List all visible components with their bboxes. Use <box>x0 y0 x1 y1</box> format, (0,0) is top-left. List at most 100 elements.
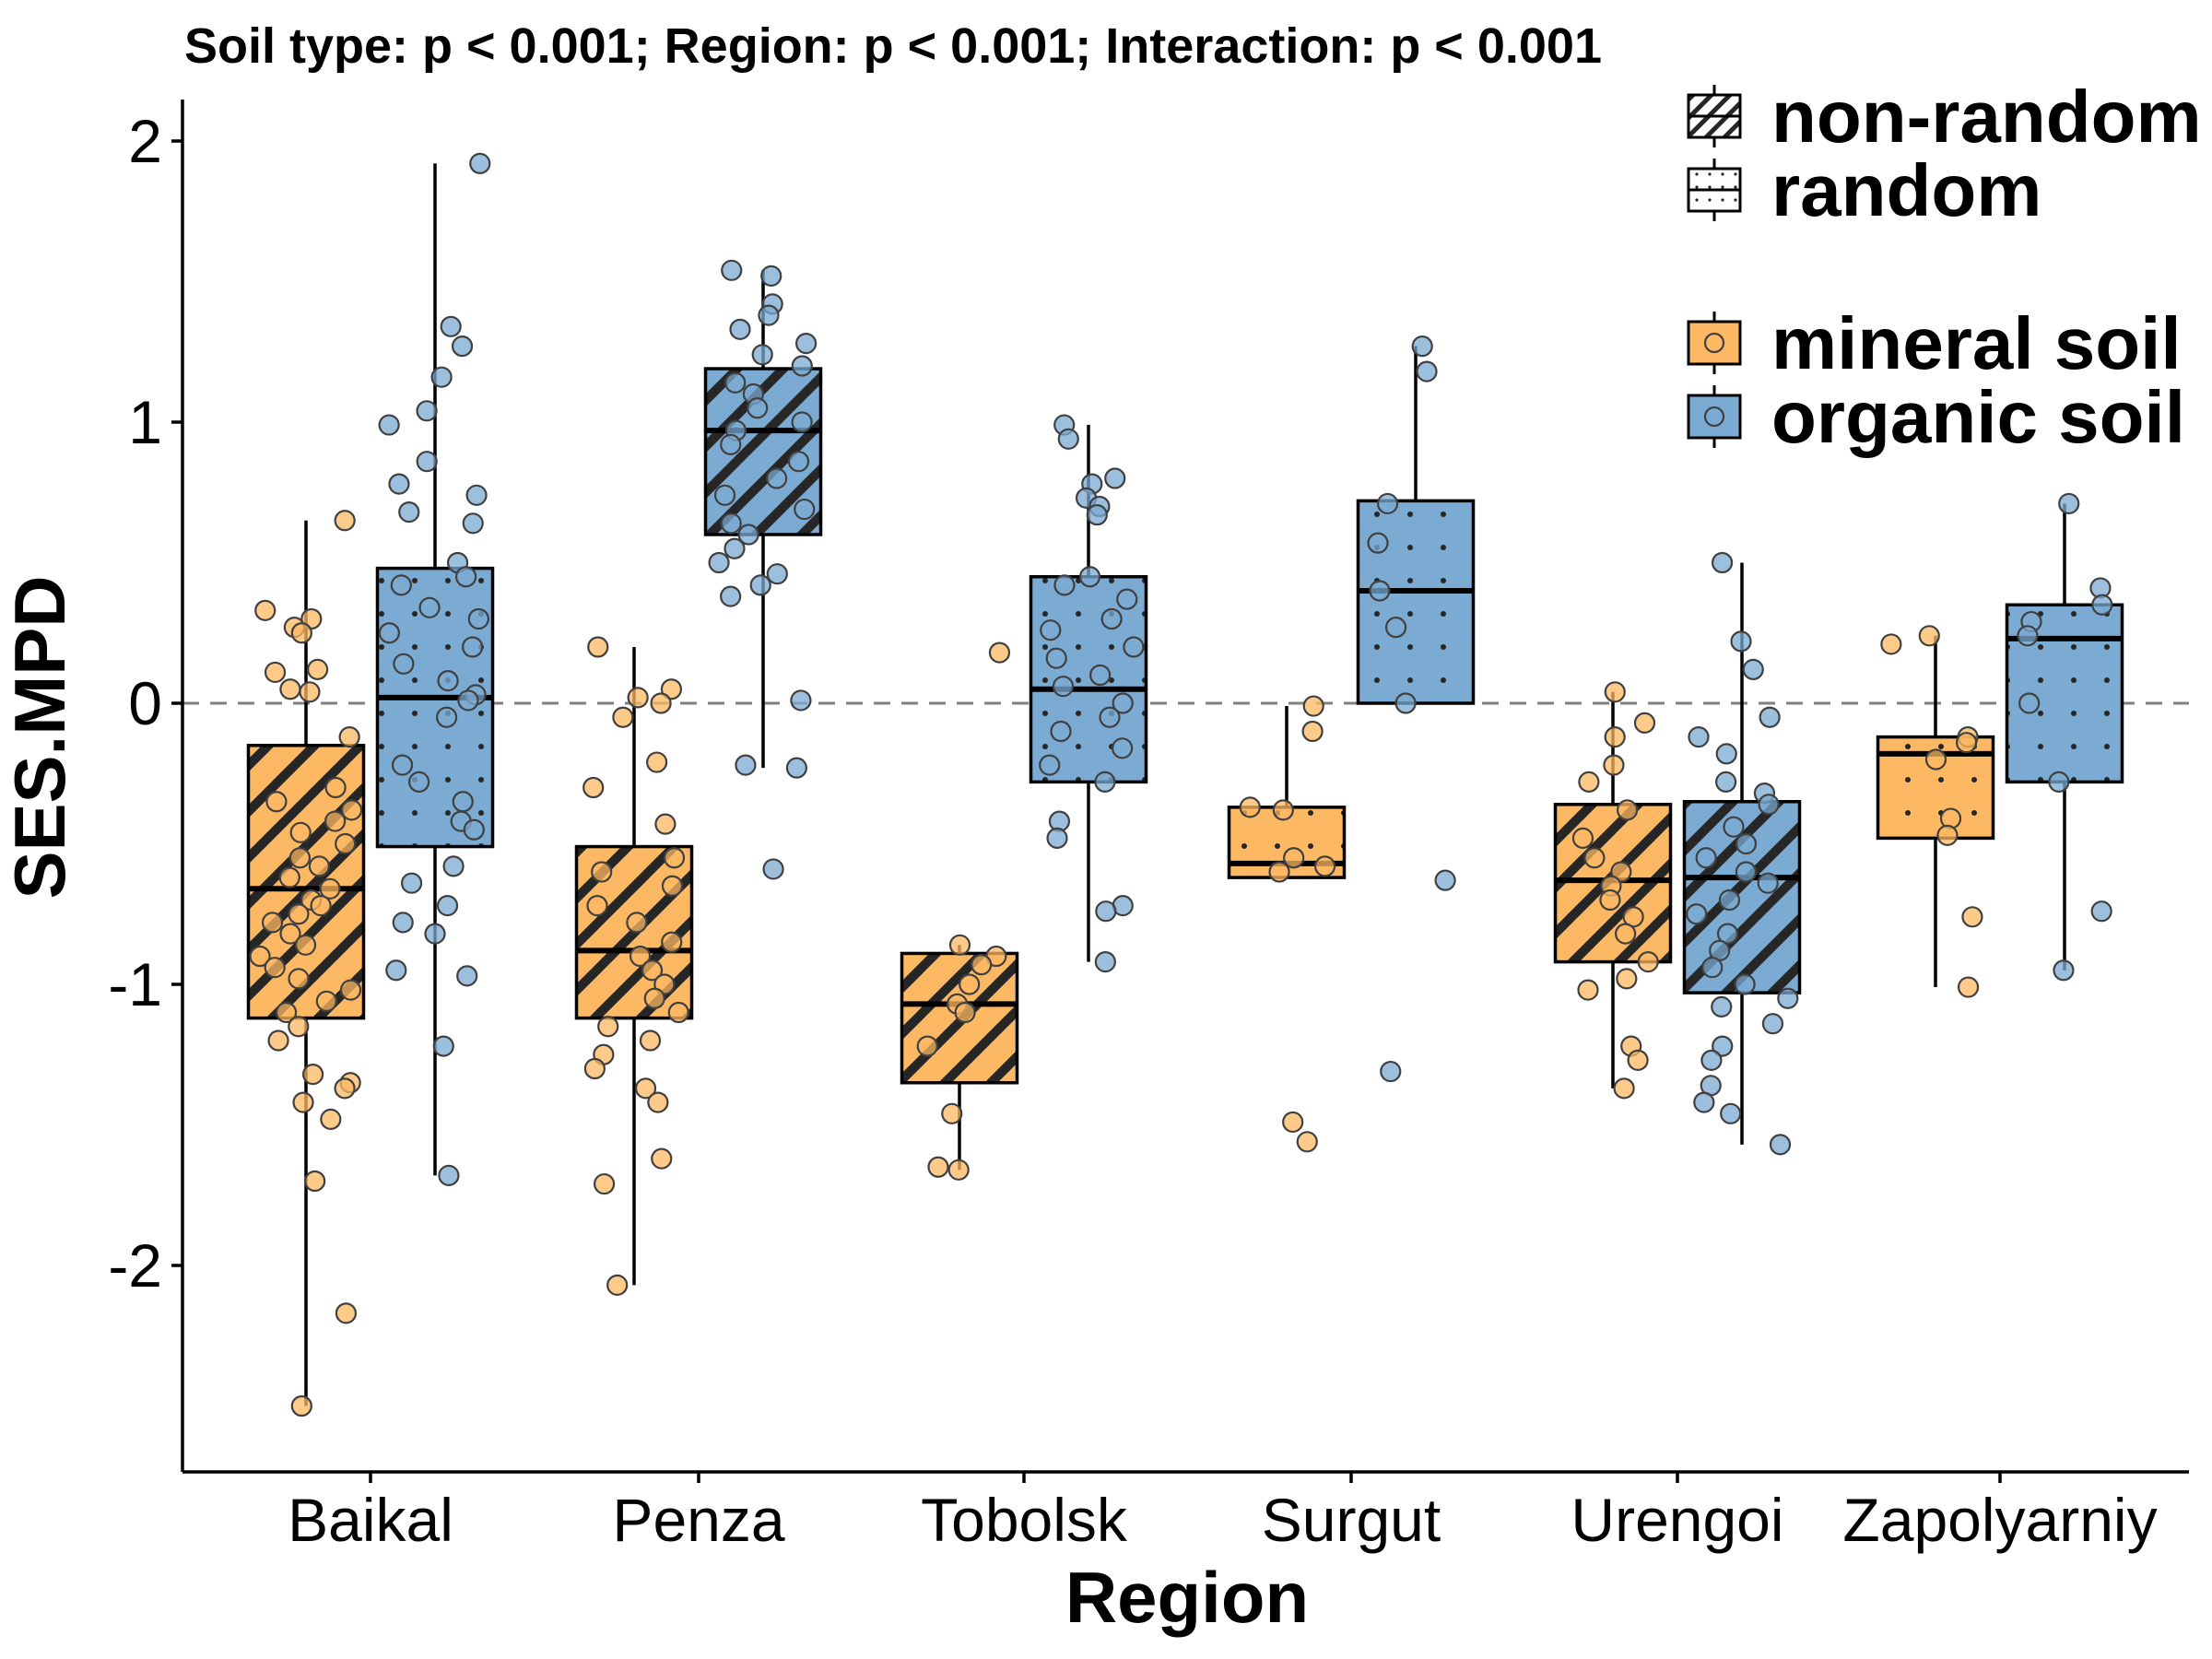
data-point <box>735 754 757 776</box>
data-point <box>378 622 400 644</box>
data-point <box>1302 695 1324 717</box>
data-point <box>315 990 337 1012</box>
y-tick-label: 2 <box>128 107 162 175</box>
x-tick-label: Zapolyarniy <box>1842 1486 2157 1554</box>
data-point <box>279 923 301 945</box>
data-point <box>647 1091 669 1113</box>
data-point <box>971 954 993 976</box>
data-point <box>1416 360 1438 382</box>
legend-item-non-random: non-random <box>1687 76 2202 158</box>
data-point <box>1369 580 1391 602</box>
data-point <box>249 945 271 968</box>
data-point <box>1616 968 1638 990</box>
data-point <box>1693 1091 1715 1113</box>
data-point <box>465 484 488 506</box>
y-tick-label: 1 <box>128 388 162 456</box>
data-point <box>1918 625 1940 647</box>
data-point <box>1040 619 1062 641</box>
data-point <box>634 1077 657 1100</box>
data-point <box>948 934 971 956</box>
data-point <box>310 894 332 917</box>
data-point <box>275 1001 298 1024</box>
data-point <box>762 858 784 880</box>
box-organic-soil-tobolsk <box>1029 414 1148 973</box>
data-point <box>400 872 423 894</box>
data-point <box>1633 712 1656 734</box>
data-point <box>1099 706 1121 728</box>
data-point <box>442 855 465 877</box>
data-point <box>1583 847 1606 869</box>
data-point <box>1716 923 1739 945</box>
data-point <box>288 1016 310 1038</box>
box-organic-soil-penza <box>703 259 823 880</box>
data-point <box>1052 676 1075 698</box>
data-point <box>437 669 459 692</box>
data-point <box>307 658 329 681</box>
data-point <box>1104 467 1126 489</box>
box-mineral-soil-surgut <box>1227 695 1347 1153</box>
data-point <box>947 1159 970 1181</box>
data-point <box>1434 869 1456 891</box>
data-point <box>398 500 420 524</box>
box-outline <box>574 844 694 1020</box>
data-point <box>324 810 347 832</box>
data-point <box>586 894 608 917</box>
data-point <box>1880 633 1902 655</box>
data-point <box>737 524 759 546</box>
box-outline <box>703 367 823 536</box>
data-point <box>661 931 683 953</box>
data-point <box>646 751 668 773</box>
data-point <box>2048 771 2070 794</box>
legend-item-random: random <box>1687 149 2041 231</box>
data-point <box>1239 796 1261 818</box>
data-point <box>751 344 773 366</box>
data-point <box>451 335 474 358</box>
data-point <box>661 875 684 897</box>
data-point <box>1367 532 1389 554</box>
data-point <box>654 813 677 835</box>
data-point <box>462 636 484 658</box>
y-axis-title: SES.MPD <box>0 575 80 899</box>
data-point <box>1761 1013 1784 1035</box>
data-point <box>627 687 649 709</box>
data-point <box>392 912 414 934</box>
data-point <box>1688 725 1710 748</box>
data-point <box>416 400 438 422</box>
data-point <box>438 1164 460 1187</box>
data-point <box>1695 847 1717 869</box>
data-point <box>340 799 363 821</box>
data-point <box>1955 732 1978 754</box>
data-point <box>749 574 771 596</box>
data-point <box>294 934 317 956</box>
data-point <box>791 355 813 377</box>
data-point <box>334 1077 356 1100</box>
data-point <box>1380 1060 1402 1083</box>
data-point <box>747 397 769 419</box>
data-point <box>1957 976 1980 998</box>
data-point <box>1116 588 1138 610</box>
data-point <box>435 706 458 728</box>
data-point <box>416 451 438 473</box>
data-point <box>729 318 751 340</box>
data-point <box>629 945 652 968</box>
y-tick-label: -1 <box>108 950 162 1018</box>
legend-item-mineral-soil: mineral soil <box>1687 302 2182 384</box>
data-point <box>463 818 485 841</box>
data-point <box>1571 827 1594 850</box>
data-point <box>1089 664 1112 687</box>
data-point <box>1758 794 1780 816</box>
data-point <box>290 1394 312 1418</box>
data-point <box>462 512 484 535</box>
data-point <box>1742 658 1764 681</box>
data-point <box>606 1274 629 1296</box>
data-point <box>304 1170 326 1193</box>
data-point <box>1272 799 1294 821</box>
data-point <box>324 776 347 799</box>
data-point <box>724 537 746 559</box>
data-point <box>2017 625 2039 647</box>
data-point <box>299 681 321 703</box>
data-point <box>787 451 810 473</box>
data-point <box>1411 335 1433 358</box>
legend-label: random <box>1771 149 2041 231</box>
data-point <box>1053 574 1076 596</box>
